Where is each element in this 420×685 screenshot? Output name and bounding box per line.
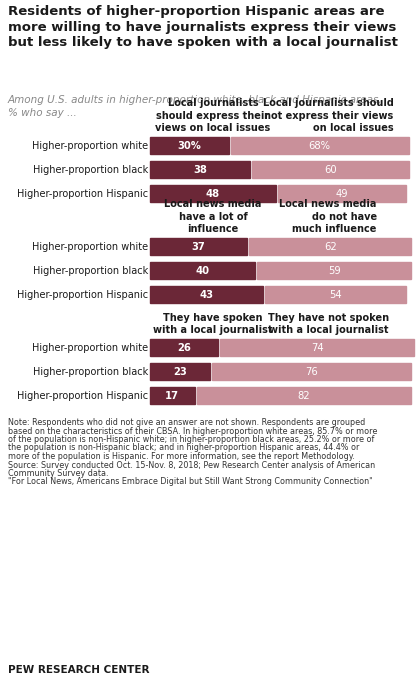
Text: "For Local News, Americans Embrace Digital but Still Want Strong Community Conne: "For Local News, Americans Embrace Digit… — [8, 477, 373, 486]
Bar — [150, 387, 194, 404]
Text: of the population is non-Hispanic white; in higher-proportion black areas, 25.2%: of the population is non-Hispanic white;… — [8, 435, 374, 444]
Bar — [257, 262, 411, 279]
Text: 74: 74 — [311, 342, 323, 353]
Text: 82: 82 — [298, 390, 310, 401]
Text: 68%: 68% — [309, 140, 331, 151]
Text: 40: 40 — [195, 266, 210, 275]
Text: They have not spoken
with a local journalist: They have not spoken with a local journa… — [268, 312, 389, 335]
Text: Local journalists should
not express their views
on local issues: Local journalists should not express the… — [263, 98, 394, 133]
Text: PEW RESEARCH CENTER: PEW RESEARCH CENTER — [8, 665, 150, 675]
Text: Higher-proportion Hispanic: Higher-proportion Hispanic — [17, 188, 148, 199]
Text: Higher-proportion black: Higher-proportion black — [33, 266, 148, 275]
Text: Residents of higher-proportion Hispanic areas are
more willing to have journalis: Residents of higher-proportion Hispanic … — [8, 5, 398, 49]
Text: 62: 62 — [324, 242, 336, 251]
Bar — [150, 262, 255, 279]
Bar — [150, 286, 262, 303]
Text: Higher-proportion Hispanic: Higher-proportion Hispanic — [17, 290, 148, 299]
Text: 43: 43 — [200, 290, 213, 299]
Text: Higher-proportion Hispanic: Higher-proportion Hispanic — [17, 390, 148, 401]
Text: Local news media
have a lot of
influence: Local news media have a lot of influence — [164, 199, 262, 234]
Text: Source: Survey conducted Oct. 15-Nov. 8, 2018; Pew Research Center analysis of A: Source: Survey conducted Oct. 15-Nov. 8,… — [8, 460, 375, 469]
Text: Local journalists
should express their
views on local issues: Local journalists should express their v… — [155, 98, 270, 133]
Text: more of the population is Hispanic. For more information, see the report Methodo: more of the population is Hispanic. For … — [8, 452, 355, 461]
Bar — [197, 387, 411, 404]
Text: 26: 26 — [177, 342, 191, 353]
Text: 23: 23 — [173, 366, 187, 377]
Text: Higher-proportion white: Higher-proportion white — [32, 342, 148, 353]
Text: the population is non-Hispanic black; and in higher-proportion Hispanic areas, 4: the population is non-Hispanic black; an… — [8, 443, 360, 453]
Text: 38: 38 — [193, 164, 207, 175]
Bar — [212, 363, 411, 380]
Text: 48: 48 — [206, 188, 220, 199]
Bar — [252, 161, 409, 178]
Bar — [150, 161, 249, 178]
Text: They have spoken
with a local journalist: They have spoken with a local journalist — [153, 312, 273, 335]
Text: 60: 60 — [324, 164, 336, 175]
Text: Higher-proportion white: Higher-proportion white — [32, 242, 148, 251]
Text: based on the characteristics of their CBSA. In higher-proportion white areas, 85: based on the characteristics of their CB… — [8, 427, 378, 436]
Text: 49: 49 — [336, 188, 348, 199]
Bar — [150, 339, 218, 356]
Text: 54: 54 — [329, 290, 342, 299]
Text: Among U.S. adults in higher-proportion white, black and Hispanic areas,
% who sa: Among U.S. adults in higher-proportion w… — [8, 95, 383, 118]
Bar — [150, 137, 228, 154]
Text: Higher-proportion white: Higher-proportion white — [32, 140, 148, 151]
Text: Higher-proportion black: Higher-proportion black — [33, 164, 148, 175]
Text: 30%: 30% — [177, 140, 201, 151]
Text: Community Survey data.: Community Survey data. — [8, 469, 108, 478]
Text: Local news media
do not have
much influence: Local news media do not have much influe… — [279, 199, 377, 234]
Bar — [150, 238, 247, 255]
Text: 59: 59 — [328, 266, 341, 275]
Text: 17: 17 — [165, 390, 179, 401]
Bar — [265, 286, 406, 303]
Bar — [220, 339, 414, 356]
Bar — [150, 185, 276, 202]
Bar — [231, 137, 409, 154]
Bar — [249, 238, 411, 255]
Text: 37: 37 — [192, 242, 205, 251]
Text: Higher-proportion black: Higher-proportion black — [33, 366, 148, 377]
Text: Note: Respondents who did not give an answer are not shown. Respondents are grou: Note: Respondents who did not give an an… — [8, 418, 365, 427]
Text: 76: 76 — [305, 366, 318, 377]
Bar — [278, 185, 406, 202]
Bar — [150, 363, 210, 380]
